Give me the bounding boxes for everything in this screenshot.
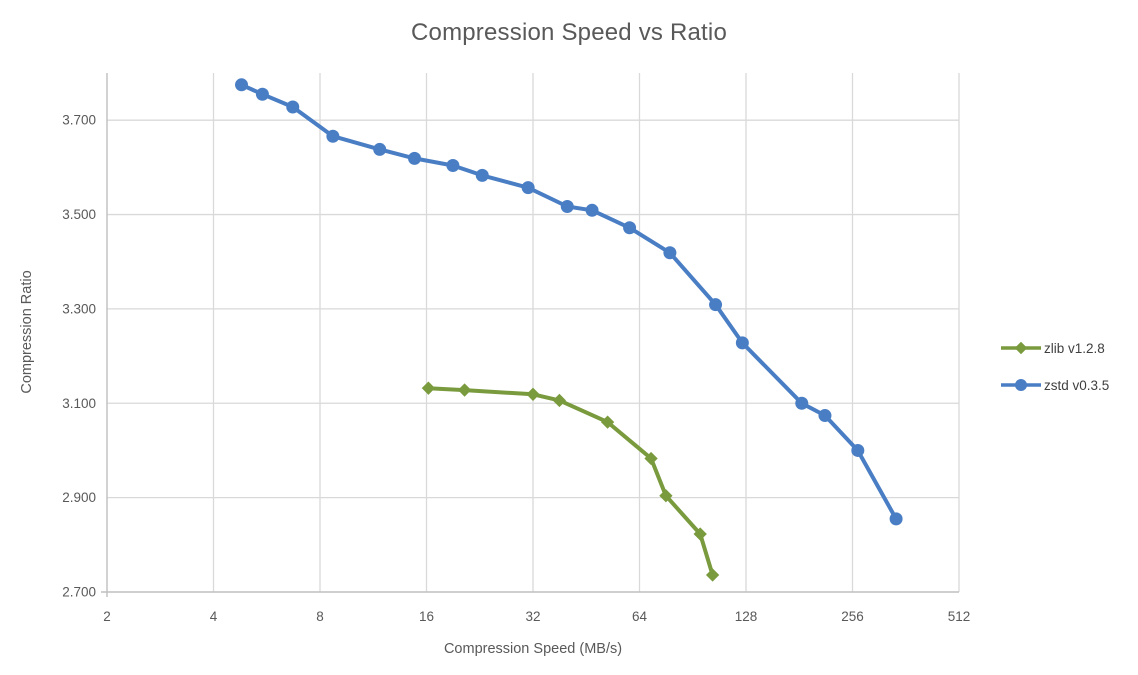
legend-item-zlib: zlib v1.2.8 (1001, 336, 1109, 360)
x-tick-label: 512 (948, 609, 971, 624)
data-point-diamond-zlib (693, 527, 707, 541)
y-tick-label: 3.300 (62, 301, 96, 316)
legend-item-zstd: zstd v0.3.5 (1001, 373, 1109, 397)
data-point-circle-zstd (326, 129, 340, 143)
data-point-diamond-zlib (600, 415, 615, 429)
legend-marker-circle (1015, 379, 1027, 391)
legend-label-zstd: zstd v0.3.5 (1044, 377, 1110, 393)
data-point-circle-zstd (623, 221, 637, 235)
data-point-circle-zstd (560, 200, 574, 214)
data-point-circle-zstd (818, 409, 832, 423)
y-tick-label: 3.500 (62, 207, 96, 222)
data-point-circle-zstd (475, 168, 489, 182)
x-tick-label: 128 (735, 609, 758, 624)
data-point-diamond-zlib (526, 387, 540, 401)
data-point-circle-zstd (709, 298, 723, 312)
data-point-circle-zstd (663, 246, 677, 260)
legend-swatch-diamond-icon (1001, 341, 1041, 355)
x-tick-label: 16 (419, 609, 434, 624)
x-tick-label: 8 (316, 609, 324, 624)
x-tick-label: 64 (632, 609, 648, 624)
y-axis-title: Compression Ratio (19, 270, 35, 394)
y-tick-label: 2.700 (62, 585, 96, 600)
y-tick-label: 3.100 (62, 396, 96, 411)
data-point-circle-zstd (521, 181, 535, 195)
data-point-circle-zstd (235, 78, 249, 92)
chart-title: Compression Speed vs Ratio (410, 19, 728, 46)
data-point-circle-zstd (795, 396, 809, 410)
y-tick-label: 3.700 (62, 113, 96, 128)
data-point-diamond-zlib (421, 381, 436, 395)
data-point-circle-zstd (889, 512, 903, 526)
data-point-circle-zstd (851, 443, 865, 457)
series-line-zlib (426, 386, 715, 577)
data-point-diamond-zlib (457, 383, 472, 397)
data-point-circle-zstd (286, 100, 300, 114)
data-point-circle-zstd (735, 336, 749, 350)
data-point-circle-zstd (585, 203, 599, 217)
data-point-circle-zstd (408, 151, 422, 165)
x-axis-title: Compression Speed (MB/s) (443, 641, 623, 657)
series-line-zstd (239, 82, 899, 521)
legend: zlib v1.2.8 zstd v0.3.5 (1001, 336, 1109, 397)
y-tick-label: 2.900 (62, 490, 96, 505)
data-point-diamond-zlib (705, 568, 720, 582)
x-tick-label: 32 (525, 609, 540, 624)
legend-swatch-circle-icon (1001, 379, 1041, 391)
legend-marker-diamond (1014, 341, 1028, 355)
x-tick-label: 4 (210, 609, 218, 624)
data-point-circle-zstd (446, 158, 460, 172)
data-point-diamond-zlib (659, 489, 673, 503)
data-point-circle-zstd (255, 87, 269, 101)
data-point-diamond-zlib (552, 393, 567, 408)
legend-label-zlib: zlib v1.2.8 (1044, 340, 1105, 356)
data-point-circle-zstd (373, 142, 387, 156)
x-tick-label: 256 (841, 609, 864, 624)
x-tick-label: 2 (103, 609, 111, 624)
